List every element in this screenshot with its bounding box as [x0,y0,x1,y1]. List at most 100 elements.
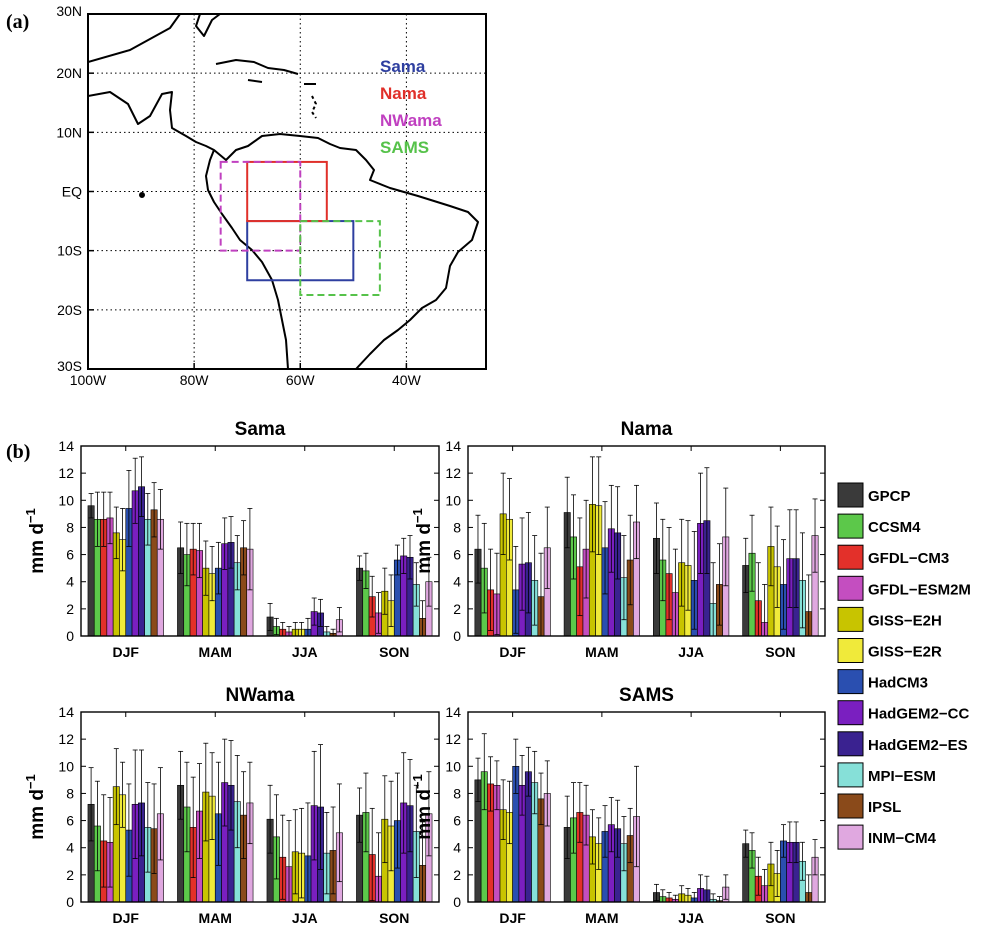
x-tick-label: DJF [113,910,140,925]
y-tick-label: 4 [453,574,461,590]
legend-label: GPCP [868,488,911,505]
coastline-florida [195,14,221,37]
map-lat-tick-label: 30S [57,358,82,374]
y-tick-label: 8 [66,519,74,535]
y-tick-label: 0 [453,894,461,910]
region-box-sams [299,220,381,297]
y-axis-label: mm d−1 [410,774,435,840]
y-tick-label: 4 [66,840,74,856]
y-tick-label: 8 [453,785,461,801]
x-tick-label: SON [379,910,409,925]
legend-swatch [837,575,864,601]
map-lat-tick-label: 20N [56,65,82,81]
legend-swatch [837,638,864,663]
map-lat-tick-label: 30N [56,3,82,19]
region-boxes [219,160,381,297]
coastline-north-america [88,14,181,63]
y-tick-label: 10 [58,492,74,508]
y-tick-label: 12 [445,731,461,747]
y-tick-label: 12 [445,465,461,481]
y-axis-label: mm d−1 [410,508,435,574]
chart-nama: Nama mm d−1 0 2 4 6 8 10 12 14 DJF MAM JJA SON [410,419,826,660]
y-axis-label: mm d−1 [23,508,48,574]
x-tick-label: MAM [585,910,618,925]
legend-label: GISS−E2R [868,644,942,661]
legend-swatch [837,482,864,508]
x-tick-label: JJA [678,910,704,925]
x-tick-label: SON [379,644,409,660]
legend-item-inm-cm4: INM−CM4 [837,824,937,850]
chart-title: SAMS [619,685,674,706]
region-box-nwama [219,160,302,252]
y-tick-label: 6 [453,813,461,829]
region-legend-label-nama: Nama [380,84,427,103]
legend-label: MPI−ESM [868,768,936,785]
legend-item-hadgem2-es: HadGEM2−ES [837,731,968,757]
y-axis-label: mm d−1 [23,774,48,840]
y-tick-label: 2 [453,601,461,617]
x-tick-label: DJF [113,644,140,660]
legend-item-ipsl: IPSL [837,793,901,819]
x-tick-label: MAM [585,644,618,660]
chart-title: Sama [235,419,286,440]
bar-gpcp [87,505,95,637]
y-tick-label: 2 [66,867,74,883]
y-tick-label: 6 [66,813,74,829]
y-tick-label: 10 [445,758,461,774]
y-tick-label: 12 [58,731,74,747]
chart-sama: Sama mm d−1 0 2 4 6 8 10 12 14 DJF MAM JJA SON [23,419,440,660]
y-tick-label: 8 [453,519,461,535]
map-lat-tick-label: 10S [57,243,82,259]
y-tick-label: 14 [445,438,461,454]
y-tick-label: 4 [453,840,461,856]
legend-item-giss-e2h: GISS−E2H [837,606,942,632]
x-tick-label: DJF [499,910,526,925]
legend-swatch [837,513,864,539]
legend-swatch [837,606,864,632]
legend-swatch [837,700,864,726]
coastlines [88,14,479,369]
y-tick-label: 12 [58,465,74,481]
x-tick-label: MAM [199,644,232,660]
plot-frame [80,711,440,903]
legend-swatch [837,824,864,850]
legend-item-hadgem2-cc: HadGEM2−CC [837,700,969,726]
legend-item-gfdl-cm3: GFDL−CM3 [837,544,949,570]
legend-label: CCSM4 [868,519,921,536]
region-legend: Sama Nama NWama SAMS [380,57,442,157]
x-tick-label: DJF [499,644,526,660]
legend-item-gpcp: GPCP [837,482,911,508]
y-tick-label: 0 [453,628,461,644]
y-tick-label: 6 [66,547,74,563]
legend-item-hadcm3: HadCM3 [837,669,928,695]
map-lat-tick-label: 20S [57,302,82,318]
legend-item-giss-e2r: GISS−E2R [837,638,942,663]
legend-swatch [837,793,864,819]
y-tick-label: 2 [66,601,74,617]
y-tick-label: 14 [58,438,74,454]
legend-label: IPSL [868,799,901,816]
region-legend-label-sams: SAMS [380,138,429,157]
y-tick-label: 2 [453,867,461,883]
legend-label: INM−CM4 [868,830,937,847]
y-tick-label: 10 [445,492,461,508]
legend-label: GISS−E2H [868,612,942,629]
map-panel: Sama Nama NWama SAMS 100W 80W 60W 40W 30N 20N 10N… [56,3,487,388]
legend-label: HadGEM2−ES [868,737,968,754]
coastline-south-america-east [88,91,479,369]
map-gridlines [88,14,486,369]
x-tick-label: SON [765,910,795,925]
y-tick-label: 14 [58,704,74,720]
coastline-galapagos [139,192,145,198]
chart-sams: SAMS mm d−1 0 2 4 6 8 10 12 14 DJF MAM JJA SON [410,685,826,925]
region-legend-label-sama: Sama [380,57,426,76]
y-tick-label: 14 [445,704,461,720]
x-tick-label: JJA [292,910,318,925]
x-tick-label: MAM [199,910,232,925]
plot-frame [80,445,440,637]
panel-a-label: (a) [6,11,29,33]
y-tick-label: 6 [453,547,461,563]
chart-title: Nama [621,419,673,440]
coastline-lesser-antilles [311,95,317,119]
